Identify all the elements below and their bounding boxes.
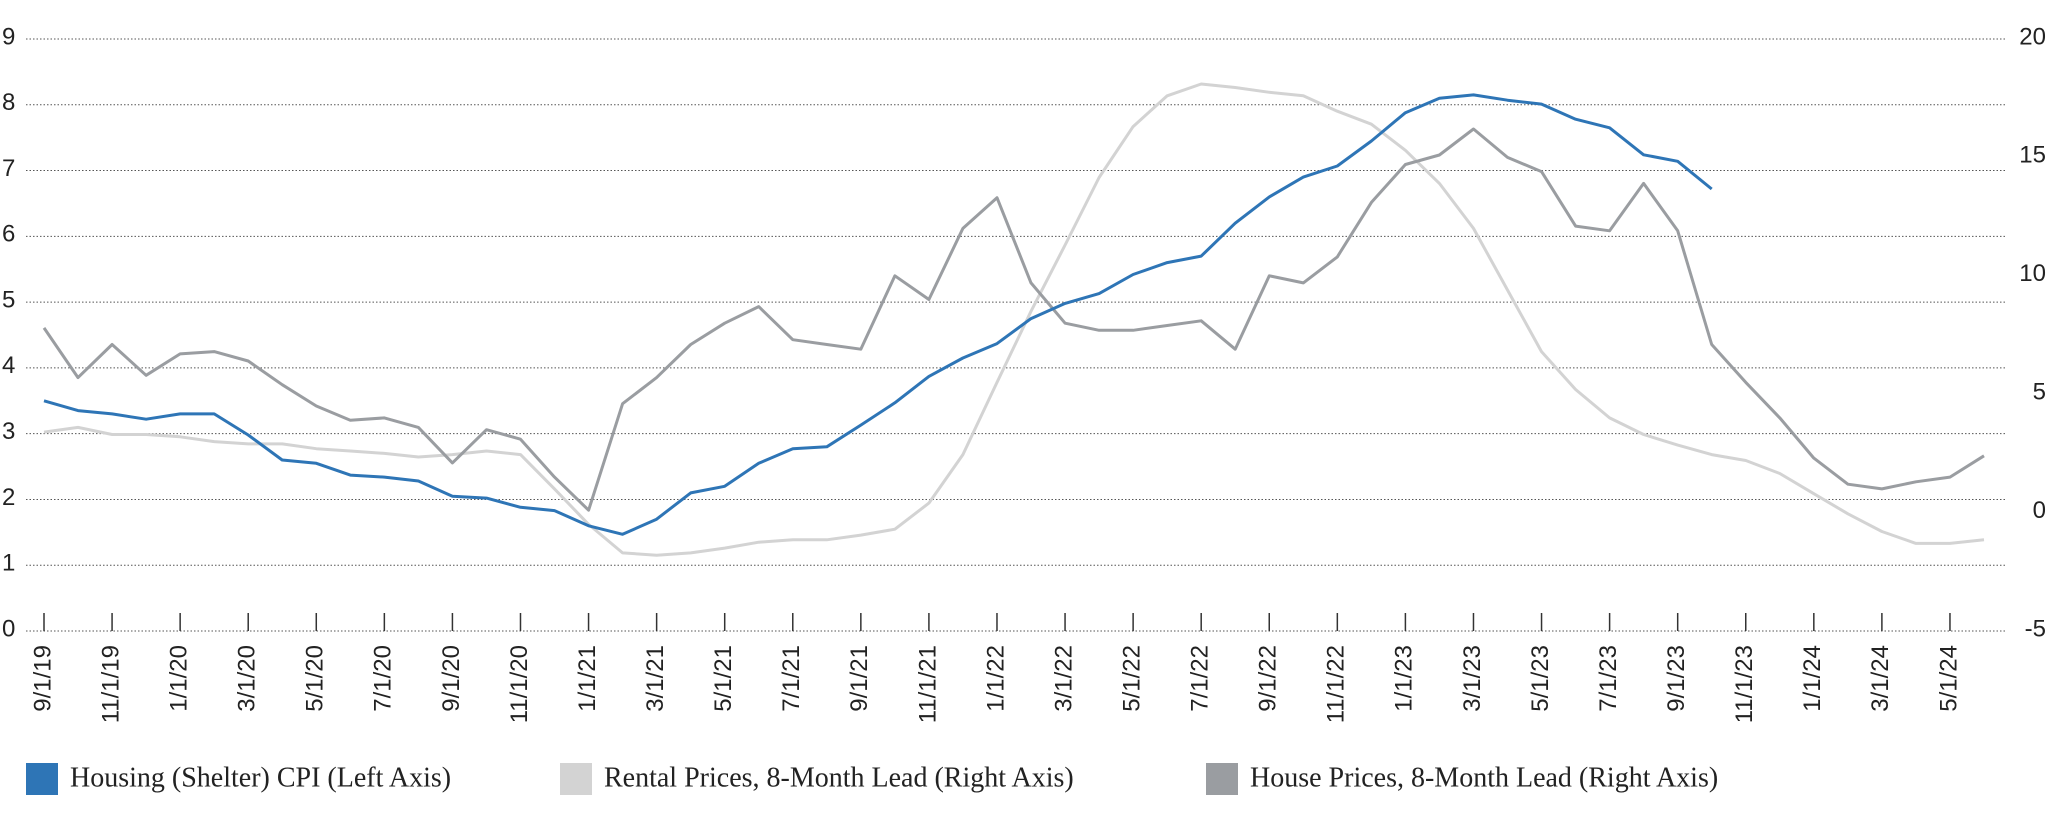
x-tick-label: 7/1/20 <box>370 645 397 712</box>
x-tick-label: 9/1/22 <box>1255 645 1282 712</box>
y2-tick-label: 15 <box>2019 142 2046 169</box>
x-tick-label: 5/1/20 <box>302 645 329 712</box>
x-tick-label: 1/1/21 <box>574 645 601 712</box>
y-tick-label: 5 <box>2 286 15 313</box>
x-tick-label: 1/1/20 <box>165 645 192 712</box>
x-tick-label: 11/1/21 <box>914 645 941 723</box>
y2-tick-label: 10 <box>2019 260 2046 287</box>
legend-swatch <box>26 763 58 795</box>
x-tick-label: 11/1/20 <box>506 645 533 723</box>
x-tick-label: 5/1/23 <box>1527 645 1554 712</box>
y-tick-label: 3 <box>2 418 15 445</box>
x-tick-label: 1/1/24 <box>1799 645 1826 712</box>
x-tick-label: 9/1/23 <box>1663 645 1690 712</box>
y-tick-label: 4 <box>2 352 15 379</box>
y-tick-label: 7 <box>2 155 15 182</box>
x-tick-label: 7/1/21 <box>778 645 805 712</box>
y-tick-label: 1 <box>2 550 15 577</box>
x-tick-label: 5/1/22 <box>1118 645 1145 712</box>
x-tick-label: 5/1/21 <box>710 645 737 712</box>
x-tick-label: 7/1/23 <box>1595 645 1622 712</box>
line-series <box>43 93 1713 536</box>
y-tick-label: 6 <box>2 221 15 248</box>
y-tick-label: 9 <box>2 23 15 50</box>
x-tick-label: 9/1/20 <box>438 645 465 712</box>
y2-tick-label: -5 <box>2025 615 2046 642</box>
y-tick-label: 0 <box>2 615 15 642</box>
x-tick-label: 9/1/21 <box>846 645 873 712</box>
x-tick-label: 1/1/23 <box>1391 645 1418 712</box>
legend-label: Housing (Shelter) CPI (Left Axis) <box>70 762 451 793</box>
x-tick-label: 9/1/19 <box>29 645 56 712</box>
x-tick-label: 3/1/20 <box>234 645 261 712</box>
x-tick-label: 11/1/23 <box>1731 645 1758 723</box>
x-tick-label: 5/1/24 <box>1935 645 1962 712</box>
y-tick-label: 2 <box>2 484 15 511</box>
legend-swatch <box>560 763 592 795</box>
x-tick-label: 3/1/22 <box>1050 645 1077 712</box>
y2-tick-label: 0 <box>2033 497 2046 524</box>
y2-tick-label: 5 <box>2033 379 2046 406</box>
x-tick-label: 11/1/22 <box>1323 645 1350 723</box>
x-tick-label: 7/1/22 <box>1187 645 1214 712</box>
x-tick-label: 3/1/23 <box>1459 645 1486 712</box>
x-tick-label: 3/1/21 <box>642 645 669 712</box>
legend-swatch <box>1206 763 1238 795</box>
line-series <box>43 82 1985 557</box>
y-tick-label: 8 <box>2 89 15 116</box>
line-series <box>42 127 1985 512</box>
x-tick-label: 1/1/22 <box>982 645 1009 712</box>
x-tick-label: 11/1/19 <box>97 645 124 723</box>
legend-label: House Prices, 8-Month Lead (Right Axis) <box>1250 762 1718 793</box>
y2-tick-label: 20 <box>2019 23 2046 50</box>
legend-label: Rental Prices, 8-Month Lead (Right Axis) <box>604 762 1074 793</box>
x-tick-label: 3/1/24 <box>1867 645 1894 712</box>
